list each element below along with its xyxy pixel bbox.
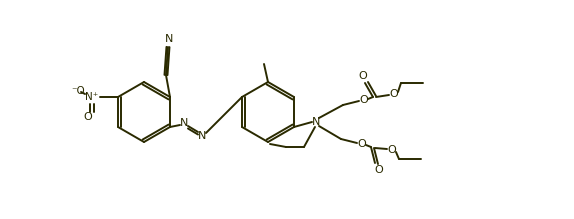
Text: N⁺: N⁺ — [86, 92, 99, 102]
Text: N: N — [312, 117, 320, 127]
Text: N: N — [165, 34, 173, 44]
Text: O: O — [359, 95, 369, 105]
Text: O: O — [359, 71, 367, 81]
Text: O: O — [387, 145, 397, 155]
Text: O: O — [375, 165, 383, 175]
Text: ⁻O: ⁻O — [71, 86, 85, 96]
Text: N: N — [180, 118, 188, 128]
Text: O: O — [84, 112, 92, 122]
Text: N: N — [198, 131, 206, 141]
Text: O: O — [390, 89, 398, 99]
Text: O: O — [358, 139, 366, 149]
